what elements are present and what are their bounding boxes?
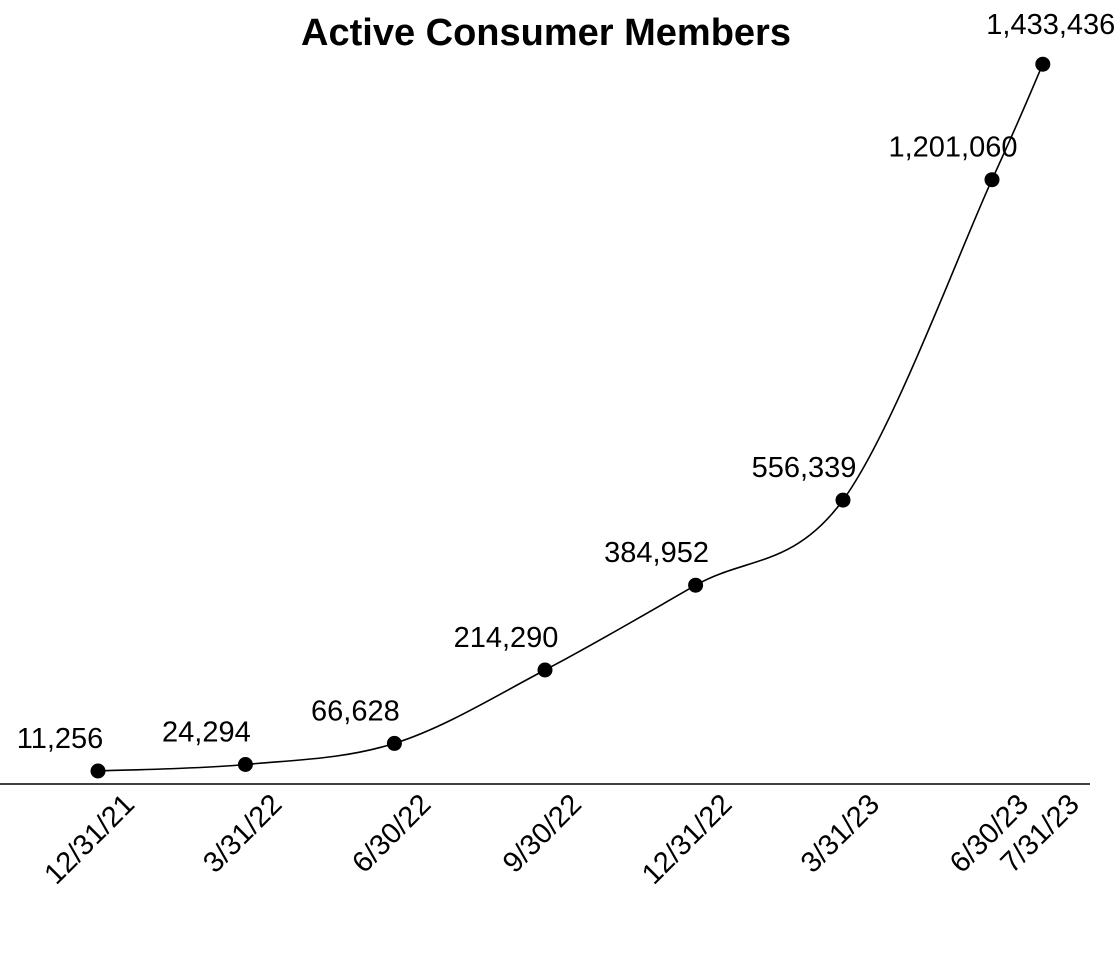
data-point-marker — [1035, 56, 1051, 72]
data-point-marker — [237, 757, 253, 772]
x-tick-label: 12/31/22 — [636, 788, 738, 890]
marker-layer — [90, 56, 1051, 779]
data-point-marker — [984, 172, 1000, 188]
data-point-marker — [835, 492, 851, 508]
data-label-layer: 11,256 24,294 66,628 214,290 384,952 556,339 1… — [17, 9, 1116, 755]
x-tick-label: 9/30/22 — [497, 788, 588, 879]
data-label: 11,256 — [17, 723, 104, 755]
data-label: 66,628 — [311, 695, 400, 727]
chart-title: Active Consumer Members — [301, 12, 791, 54]
data-point-marker — [688, 577, 704, 593]
data-label: 1,433,436 — [986, 9, 1115, 41]
x-tick-label: 3/31/22 — [197, 788, 288, 879]
x-tick-label: 12/31/21 — [38, 788, 140, 890]
data-point-marker — [386, 735, 402, 751]
data-label: 214,290 — [454, 622, 559, 654]
x-tick-label: 3/31/23 — [795, 788, 886, 879]
data-point-marker — [90, 763, 106, 779]
data-point-marker — [537, 662, 553, 678]
x-tick-label: 6/30/22 — [346, 788, 437, 879]
data-label: 24,294 — [162, 717, 251, 749]
series-layer — [97, 63, 1044, 772]
data-label: 1,201,060 — [888, 132, 1017, 164]
series-line — [97, 63, 1044, 772]
data-label: 556,339 — [752, 452, 857, 484]
x-tick-label-layer: 12/31/21 3/31/22 6/30/22 9/30/22 12/31/22 3/3… — [38, 788, 1085, 890]
data-label: 384,952 — [604, 537, 709, 569]
